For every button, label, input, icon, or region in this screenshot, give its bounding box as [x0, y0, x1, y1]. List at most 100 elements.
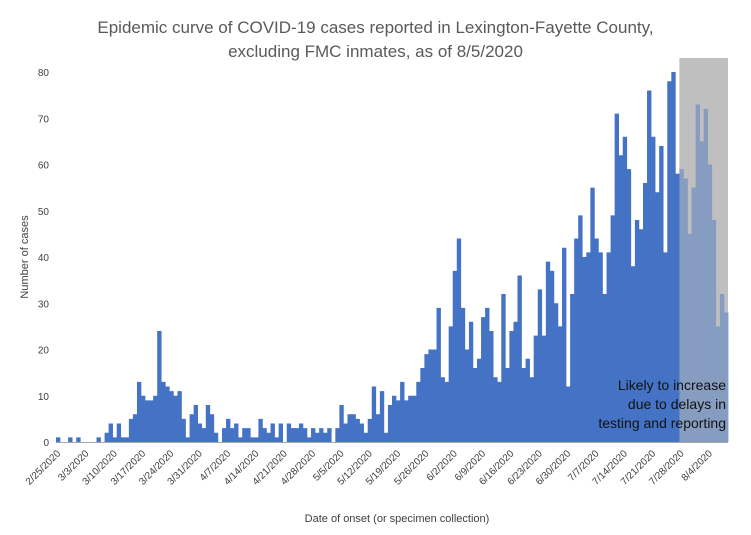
bar	[221, 428, 227, 442]
bar	[355, 418, 360, 442]
bar	[141, 395, 146, 442]
bar	[351, 414, 356, 442]
bar	[404, 400, 409, 442]
bar	[302, 428, 308, 442]
x-tick-label: 2/25/2020	[24, 448, 64, 488]
bar	[618, 155, 624, 442]
bar	[169, 391, 174, 442]
y-tick-label: 30	[38, 299, 50, 310]
bar	[124, 437, 130, 442]
bar	[647, 90, 652, 442]
bar	[173, 395, 178, 442]
bar	[290, 428, 296, 442]
bar	[489, 331, 494, 442]
bar	[274, 437, 279, 442]
bar	[120, 437, 126, 442]
bar	[238, 437, 243, 442]
bar	[254, 437, 259, 442]
bar	[149, 400, 154, 442]
bar	[485, 307, 490, 442]
bar	[278, 423, 283, 442]
bar	[213, 432, 219, 442]
bar	[472, 368, 478, 442]
bar	[501, 294, 506, 442]
bar	[529, 377, 534, 442]
y-tick-label: 10	[38, 392, 50, 403]
bar	[521, 368, 526, 442]
bar	[306, 437, 312, 442]
bar	[586, 252, 591, 442]
bar	[311, 428, 316, 442]
bar	[234, 423, 239, 442]
bar	[343, 423, 348, 442]
bar	[116, 423, 122, 442]
bar	[614, 113, 619, 442]
bar	[416, 381, 421, 442]
bar	[436, 307, 441, 442]
bar	[230, 428, 235, 442]
bar	[161, 381, 166, 442]
bar	[193, 405, 198, 442]
bar	[136, 381, 142, 442]
bar	[286, 423, 292, 442]
bar	[663, 252, 668, 442]
bar	[630, 266, 636, 442]
bar	[145, 400, 150, 442]
bar	[525, 358, 530, 442]
bar	[452, 270, 458, 442]
bar	[68, 437, 73, 442]
bar	[298, 423, 304, 442]
delay-annotation: Likely to increase due to delays in test…	[560, 376, 726, 433]
bar	[659, 146, 664, 442]
bar	[76, 437, 81, 442]
bar	[574, 238, 579, 442]
bar	[323, 432, 328, 442]
bar	[400, 381, 405, 442]
bar	[209, 414, 215, 442]
bar	[197, 423, 203, 442]
bar	[464, 349, 470, 442]
chart-subtitle: excluding FMC inmates, as of 8/5/2020	[228, 42, 523, 61]
bar	[226, 418, 231, 442]
bar	[634, 220, 640, 442]
bar	[432, 349, 437, 442]
bar	[359, 423, 364, 442]
bar	[549, 270, 555, 442]
bar	[157, 331, 162, 442]
bar	[367, 418, 373, 442]
bar	[513, 321, 518, 442]
bar	[598, 252, 603, 442]
bar	[56, 437, 61, 442]
bar	[262, 428, 267, 442]
delay-shaded-overlay	[679, 58, 728, 442]
bar	[509, 331, 514, 442]
bar	[108, 423, 113, 442]
bar	[566, 386, 571, 442]
bar	[533, 335, 539, 442]
y-tick-label: 60	[38, 161, 50, 172]
bar	[319, 428, 324, 442]
bar	[335, 428, 340, 442]
bar	[622, 136, 628, 442]
bar	[387, 405, 393, 442]
bar	[448, 326, 454, 442]
bar	[258, 418, 263, 442]
bar	[165, 386, 170, 442]
bar	[128, 418, 134, 442]
bar	[371, 386, 377, 442]
bar	[112, 437, 118, 442]
bar	[582, 257, 587, 442]
bar	[396, 400, 401, 442]
bar	[383, 432, 389, 442]
bar	[266, 432, 271, 442]
bar	[610, 215, 615, 442]
bar	[626, 169, 632, 442]
bar	[541, 335, 547, 442]
bar	[505, 368, 510, 442]
bar	[594, 238, 599, 442]
bar	[557, 326, 563, 442]
bar	[655, 192, 660, 442]
y-tick-label: 70	[38, 114, 50, 125]
bar	[642, 183, 648, 442]
